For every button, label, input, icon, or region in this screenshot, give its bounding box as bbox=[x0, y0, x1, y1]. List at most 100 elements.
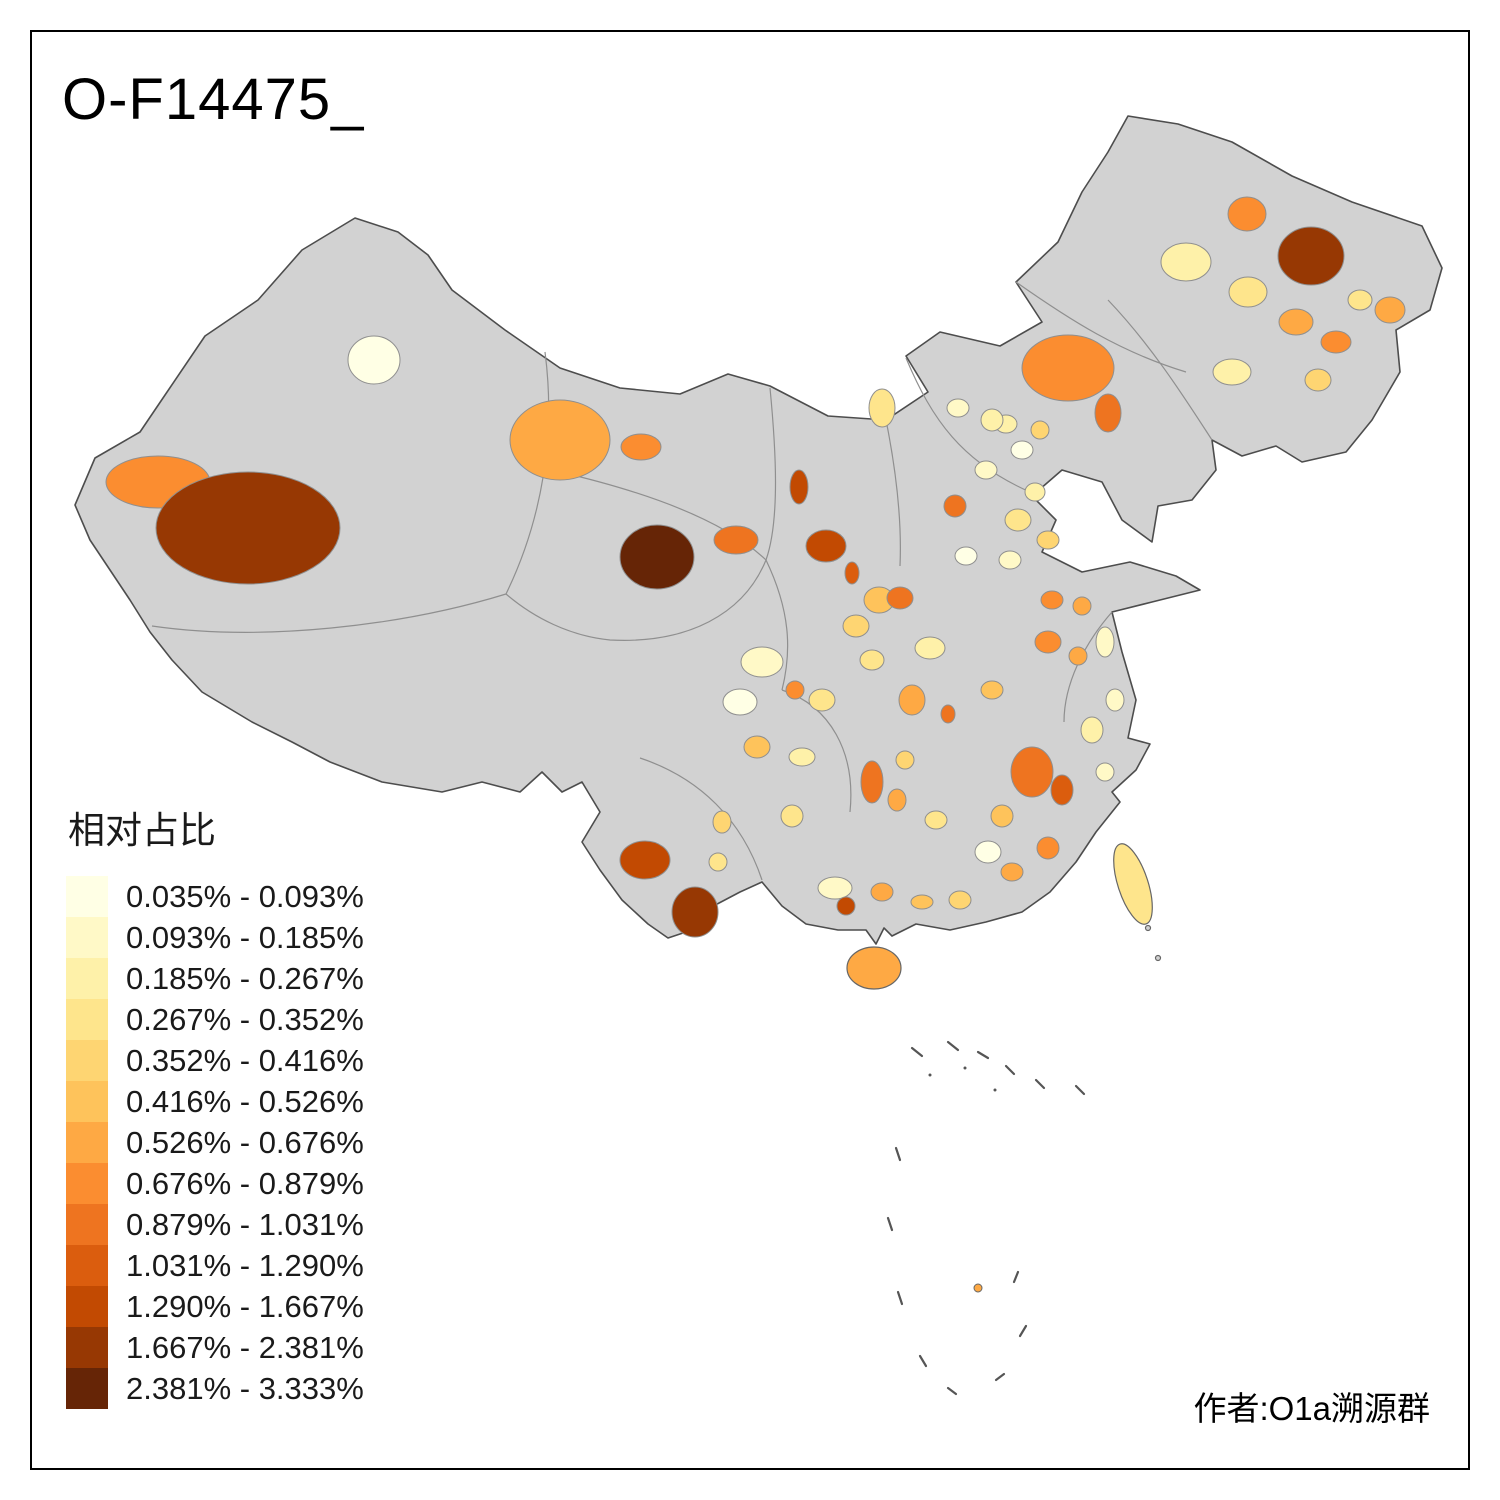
legend-item-label: 0.676% - 0.879% bbox=[126, 1165, 364, 1201]
prefecture-region bbox=[1347, 289, 1373, 311]
author-credit: 作者:O1a溯源群 bbox=[1193, 1390, 1430, 1427]
legend-swatch bbox=[66, 1245, 108, 1286]
prefecture-region bbox=[1304, 368, 1332, 392]
prefecture-region bbox=[619, 840, 671, 880]
prefecture-region bbox=[980, 680, 1004, 700]
pratas-islet bbox=[973, 1283, 983, 1293]
prefecture-region bbox=[860, 760, 884, 804]
prefecture-region bbox=[948, 890, 972, 910]
prefecture-region bbox=[713, 525, 759, 555]
legend-item: 0.676% - 0.879% bbox=[66, 1163, 364, 1204]
prefecture-region bbox=[974, 460, 998, 480]
legend-item-label: 0.185% - 0.267% bbox=[126, 960, 364, 996]
prefecture-region bbox=[808, 688, 836, 712]
legend-swatch bbox=[66, 1122, 108, 1163]
legend-item-label: 0.093% - 0.185% bbox=[126, 919, 364, 955]
prefecture-region bbox=[1160, 242, 1212, 282]
prefecture-region bbox=[990, 804, 1014, 828]
prefecture-region bbox=[870, 882, 894, 902]
prefecture-region bbox=[910, 894, 934, 910]
legend-item-label: 2.381% - 3.333% bbox=[126, 1370, 364, 1406]
prefecture-region bbox=[1095, 762, 1115, 782]
prefecture-region bbox=[1278, 308, 1314, 336]
prefecture-region bbox=[887, 788, 907, 812]
legend-swatch bbox=[66, 876, 108, 917]
prefecture-region bbox=[619, 524, 695, 590]
legend-item-label: 0.879% - 1.031% bbox=[126, 1206, 364, 1242]
legend-item-label: 1.667% - 2.381% bbox=[126, 1329, 364, 1365]
prefecture-region bbox=[155, 471, 341, 585]
legend-item-label: 0.267% - 0.352% bbox=[126, 1001, 364, 1037]
legend-item: 1.031% - 1.290% bbox=[66, 1245, 364, 1286]
prefecture-region bbox=[1036, 836, 1060, 860]
prefecture-region bbox=[940, 704, 956, 724]
legend-item-label: 0.416% - 0.526% bbox=[126, 1083, 364, 1119]
prefecture-region bbox=[785, 680, 805, 700]
prefecture-region bbox=[1212, 358, 1252, 386]
legend-swatch bbox=[66, 1368, 108, 1409]
prefecture-region bbox=[1080, 716, 1104, 744]
legend-item: 1.667% - 2.381% bbox=[66, 1327, 364, 1368]
prefecture-region bbox=[943, 494, 967, 518]
prefecture-region bbox=[980, 408, 1004, 432]
legend-swatch bbox=[66, 1327, 108, 1368]
legend-item: 0.879% - 1.031% bbox=[66, 1204, 364, 1245]
legend-swatch bbox=[66, 1040, 108, 1081]
coastal-islet bbox=[1154, 954, 1162, 962]
prefecture-region bbox=[1105, 688, 1125, 712]
legend-item-label: 0.035% - 0.093% bbox=[126, 878, 364, 914]
legend-swatch bbox=[66, 1204, 108, 1245]
prefecture-region bbox=[509, 399, 611, 481]
legend-item: 0.185% - 0.267% bbox=[66, 958, 364, 999]
prefecture-region bbox=[817, 876, 853, 900]
prefecture-region bbox=[1068, 646, 1088, 666]
prefecture-region bbox=[1227, 196, 1267, 232]
prefecture-region bbox=[712, 810, 732, 834]
legend-item-label: 0.526% - 0.676% bbox=[126, 1124, 364, 1160]
prefecture-region bbox=[1010, 440, 1034, 460]
prefecture-region bbox=[1010, 746, 1054, 798]
prefecture-region bbox=[1000, 862, 1024, 882]
prefecture-region bbox=[1277, 226, 1345, 286]
prefecture-region bbox=[788, 747, 816, 767]
prefecture-region bbox=[347, 335, 401, 385]
prefecture-region bbox=[1374, 296, 1406, 324]
legend-item: 0.093% - 0.185% bbox=[66, 917, 364, 958]
prefecture-region bbox=[998, 550, 1022, 570]
islet-dot bbox=[928, 1073, 932, 1077]
page-title: O-F14475_ bbox=[62, 67, 365, 132]
legend-item: 0.526% - 0.676% bbox=[66, 1122, 364, 1163]
prefecture-region bbox=[895, 750, 915, 770]
islands bbox=[846, 843, 1162, 990]
prefecture-region bbox=[924, 810, 948, 830]
prefecture-region bbox=[1050, 774, 1074, 806]
south-china-sea-dashes bbox=[886, 1040, 1086, 1396]
prefecture-region bbox=[859, 649, 885, 671]
prefecture-region bbox=[708, 852, 728, 872]
legend-title: 相对占比 bbox=[68, 810, 216, 851]
prefecture-region bbox=[671, 886, 719, 938]
prefecture-region bbox=[844, 561, 860, 585]
prefecture-region bbox=[1036, 530, 1060, 550]
legend-item-label: 1.031% - 1.290% bbox=[126, 1247, 364, 1283]
taiwan-island bbox=[1113, 843, 1153, 925]
prefecture-region bbox=[789, 469, 809, 505]
prefecture-region bbox=[1034, 630, 1062, 654]
legend-swatch bbox=[66, 999, 108, 1040]
legend-item: 2.381% - 3.333% bbox=[66, 1368, 364, 1409]
prefecture-region bbox=[1030, 420, 1050, 440]
prefecture-region bbox=[1021, 334, 1115, 402]
prefecture-region bbox=[1024, 482, 1046, 502]
prefecture-region bbox=[1004, 508, 1032, 532]
legend-item: 1.290% - 1.667% bbox=[66, 1286, 364, 1327]
prefecture-region bbox=[1228, 276, 1268, 308]
legend-swatch bbox=[66, 1163, 108, 1204]
hainan-island bbox=[846, 946, 902, 990]
prefecture-region bbox=[620, 433, 662, 461]
legend-item: 0.352% - 0.416% bbox=[66, 1040, 364, 1081]
legend-swatch bbox=[66, 1286, 108, 1327]
prefecture-region bbox=[1094, 393, 1122, 433]
legend-items: 0.035% - 0.093% 0.093% - 0.185% 0.185% - 0… bbox=[66, 876, 364, 1409]
legend-swatch bbox=[66, 917, 108, 958]
